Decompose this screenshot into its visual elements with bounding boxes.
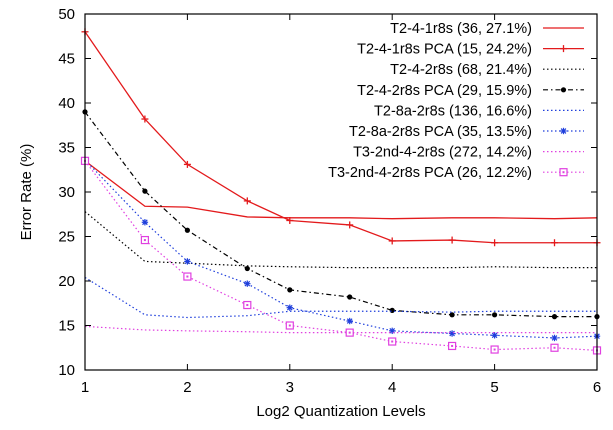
series-line (84, 276, 597, 319)
x-tick-label: 6 (593, 379, 601, 396)
data-point-square (183, 272, 192, 281)
y-axis-label: Error Rate (%) (18, 144, 35, 241)
data-point-dot (184, 227, 190, 233)
y-tick-label: 40 (58, 95, 75, 112)
series-2 (81, 28, 601, 247)
series-line (84, 211, 597, 269)
data-point-square (559, 168, 568, 177)
series-5 (84, 276, 597, 319)
data-point-dot (287, 287, 293, 293)
series-6 (81, 156, 601, 342)
legend-item: T2-4-1r8s (36, 27.1%) (390, 21, 584, 37)
series-line (84, 160, 598, 352)
data-point-dot (560, 87, 567, 93)
y-tick-label: 25 (58, 229, 75, 246)
data-point-square (285, 321, 294, 330)
y-tick-label: 30 (58, 184, 75, 201)
y-tick-label: 50 (58, 6, 75, 23)
legend-label: T2-8a-2r8s (136, 16.6%) (374, 103, 532, 119)
data-point-star (551, 334, 558, 342)
legend-item: T3-2nd-4-2r8s PCA (26, 12.2%) (328, 165, 584, 181)
data-point-square (448, 341, 457, 351)
data-point-square (345, 328, 354, 337)
data-point-star (491, 332, 498, 339)
data-point-plus (448, 236, 456, 244)
data-point-square (550, 343, 559, 352)
data-point-dot (142, 188, 148, 194)
data-point-plus (286, 216, 294, 224)
data-point-dot (244, 265, 250, 272)
data-point-dot (492, 312, 498, 318)
data-point-star (448, 330, 456, 337)
legend-label: T2-4-1r8s PCA (15, 24.2%) (357, 42, 532, 58)
series-line (84, 111, 597, 318)
data-point-dot (551, 314, 558, 320)
series-1 (84, 160, 598, 220)
data-point-plus (560, 45, 567, 53)
x-tick-label: 5 (490, 379, 498, 396)
y-tick-label: 35 (58, 140, 75, 157)
legend-label: T2-4-1r8s (36, 27.1%) (390, 21, 532, 37)
data-point-star (141, 219, 149, 226)
x-tick-label: 3 (286, 379, 294, 396)
series-line (84, 159, 598, 339)
legend: T2-4-1r8s (36, 27.1%) T2-4-1r8s PCA (15, … (328, 21, 584, 181)
legend-item: T2-8a-2r8s PCA (35, 13.5%) (349, 124, 584, 140)
y-tick-label: 20 (58, 273, 75, 290)
x-tick-label: 2 (183, 379, 191, 396)
data-point-star (346, 317, 353, 325)
x-axis-label: Log2 Quantization Levels (256, 403, 425, 420)
series-8 (80, 156, 602, 355)
data-point-square (243, 300, 252, 310)
data-point-square (490, 345, 499, 354)
data-point-plus (141, 115, 149, 123)
series-3 (84, 211, 597, 269)
x-tick-label: 4 (388, 379, 396, 396)
data-point-plus (491, 239, 499, 247)
legend-label: T3-2nd-4-2r8s PCA (26, 12.2%) (328, 165, 532, 181)
y-tick-label: 45 (58, 51, 75, 68)
series-layer (80, 28, 602, 355)
legend-label: T3-2nd-4-2r8s (272, 14.2%) (353, 145, 532, 161)
data-point-star (184, 258, 191, 265)
legend-label: T2-8a-2r8s PCA (35, 13.5%) (349, 124, 532, 140)
data-point-square (388, 337, 397, 346)
data-point-dot (389, 307, 395, 313)
y-tick-label: 15 (58, 318, 75, 335)
legend-item: T2-8a-2r8s (136, 16.6%) (374, 103, 584, 119)
legend-item: T2-4-2r8s (68, 21.4%) (390, 62, 584, 78)
legend-label: T2-4-2r8s PCA (29, 15.9%) (357, 83, 532, 99)
series-4 (82, 109, 600, 320)
legend-item: T2-4-1r8s PCA (15, 24.2%) (357, 42, 584, 58)
x-tick-label: 1 (81, 379, 89, 396)
data-point-plus (183, 160, 191, 168)
data-point-plus (346, 221, 354, 229)
legend-item: T3-2nd-4-2r8s (272, 14.2%) (353, 145, 584, 161)
data-point-dot (347, 294, 353, 300)
data-point-star (286, 304, 293, 311)
data-point-star (560, 127, 567, 135)
legend-label: T2-4-2r8s (68, 21.4%) (390, 62, 532, 78)
legend-item: T2-4-2r8s PCA (29, 15.9%) (357, 83, 584, 99)
data-point-plus (243, 197, 251, 205)
y-tick-label: 10 (58, 362, 75, 379)
data-point-square (140, 235, 150, 245)
data-point-star (244, 280, 251, 287)
data-point-dot (449, 312, 455, 318)
series-line (84, 160, 598, 220)
data-point-plus (551, 239, 559, 247)
data-point-plus (388, 237, 396, 245)
